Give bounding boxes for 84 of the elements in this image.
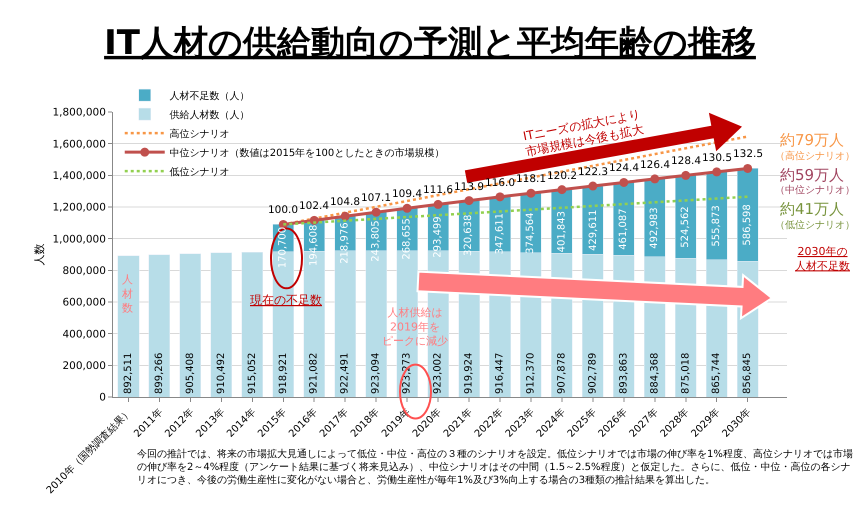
data-label: 892,511	[122, 352, 134, 394]
data-label: 194,608	[308, 224, 320, 266]
data-label: 916,447	[494, 352, 506, 394]
annotation: 132.5	[733, 148, 764, 160]
data-label: 884,368	[649, 352, 660, 394]
annotation: 現在の不足数	[250, 293, 322, 307]
y-tick-label: 200,000	[62, 360, 106, 372]
y-tick-label: 1,800,000	[52, 106, 106, 119]
data-label: 910,492	[216, 352, 227, 394]
data-label: 865,744	[711, 352, 722, 394]
data-label: 401,843	[556, 211, 568, 252]
data-label: 243,805	[370, 220, 382, 262]
annotation: 人材数	[121, 273, 133, 315]
data-label: 923,002	[432, 352, 444, 394]
y-tick-label: 400,000	[62, 328, 106, 340]
annotation: 約79万人	[780, 131, 844, 149]
annotation: 130.5	[702, 152, 732, 164]
y-tick-label: 1,400,000	[52, 170, 106, 182]
annotation: 118.1	[516, 173, 546, 185]
annotation: 102.4	[299, 200, 330, 212]
data-label: 902,789	[587, 352, 598, 394]
annotation: 104.8	[330, 196, 360, 208]
bar	[180, 253, 202, 397]
data-label: 268,655	[402, 218, 413, 260]
data-label: 429,611	[588, 210, 599, 251]
annotation: 113.9	[454, 181, 484, 193]
annotation: （低位シナリオ）	[775, 219, 855, 231]
legend-label: 高位シナリオ	[170, 128, 230, 140]
annotation: 126.4	[640, 159, 670, 171]
data-label: 524,562	[680, 206, 691, 248]
annotation: 120.2	[547, 170, 578, 182]
annotation: 124.4	[609, 162, 640, 174]
annotation: 100.0	[268, 204, 298, 216]
y-tick-label: 1,000,000	[52, 233, 106, 246]
data-label: 374,564	[525, 212, 536, 254]
data-label: 893,863	[618, 352, 630, 394]
legend-label: 低位シナリオ	[170, 166, 230, 178]
y-tick-label: 0	[99, 392, 106, 404]
y-axis-title: 人数	[33, 244, 46, 266]
data-label: 875,018	[680, 352, 692, 394]
annotation: 107.1	[361, 192, 392, 204]
legend-label: 中位シナリオ（数値は2015年を100としたときの市場規模）	[170, 147, 444, 160]
data-label: 918,921	[278, 352, 289, 394]
text: 今回の推計では、将来の市場拡大見通しによって低位・中位・高位の３種のシナリオを設定。低位シナリオでは市場の伸び率を1%程度、高位シナリオでは市場の伸び率を2～4%程度（アンケート結果に基づく将来見込み）、中位シナリオはその中間（1.5～2.5%程度）と仮定した。さらに、低位・中位・高位の各シナリオにつき、今後の労働生産性に変化がない場合と、労働生産性が毎年1%及び3%向上する場合の3種類の推計結果を算出した。	[137, 448, 853, 486]
data-label: 899,266	[154, 352, 165, 394]
annotation: 約59万人	[780, 166, 844, 184]
annotation: 約41万人	[780, 200, 844, 218]
bar	[118, 255, 140, 397]
annotation: 109.4	[392, 188, 422, 200]
legend-label: 供給人材数（人）	[170, 109, 250, 122]
data-label: 320,638	[463, 214, 474, 256]
data-label: 922,491	[340, 352, 351, 394]
annotation: 128.4	[671, 155, 702, 167]
data-label: 923,094	[370, 352, 382, 394]
text: 2030年の人材不足数	[795, 245, 850, 272]
y-tick-label: 1,600,000	[52, 138, 106, 150]
bar	[210, 252, 232, 397]
annotation: ITニーズの拡大により市場規模は今後も拡大	[522, 106, 645, 159]
data-label: 293,499	[432, 216, 444, 258]
annotation: 122.3	[578, 166, 608, 178]
data-label: 586,598	[742, 204, 753, 246]
data-label: 905,408	[184, 352, 196, 394]
annotation: 111.6	[423, 184, 454, 196]
data-label: 915,052	[246, 352, 258, 394]
data-label: 555,873	[710, 205, 722, 247]
y-tick-label: 1,200,000	[52, 202, 106, 214]
y-tick-label: 600,000	[62, 296, 106, 309]
data-label: 492,983	[648, 207, 660, 249]
data-label: 856,845	[742, 352, 754, 394]
chart-title: IT人材の供給動向の予測と平均年齢の推移	[104, 22, 756, 63]
data-label: 347,611	[494, 213, 506, 254]
annotation: （中位シナリオ）	[775, 184, 855, 196]
data-label: 170,700	[277, 226, 288, 268]
data-label: 218,976	[340, 222, 351, 264]
bar	[242, 252, 264, 397]
legend-label: 人材不足数（人）	[170, 90, 250, 102]
data-label: 921,082	[308, 352, 320, 394]
data-label: 912,370	[525, 352, 536, 394]
data-label: 461,087	[618, 208, 629, 250]
y-tick-label: 800,000	[62, 265, 106, 278]
data-label: 919,924	[464, 352, 475, 394]
data-label: 907,878	[556, 352, 568, 394]
annotation: （高位シナリオ）	[775, 150, 855, 162]
bar	[148, 254, 170, 397]
